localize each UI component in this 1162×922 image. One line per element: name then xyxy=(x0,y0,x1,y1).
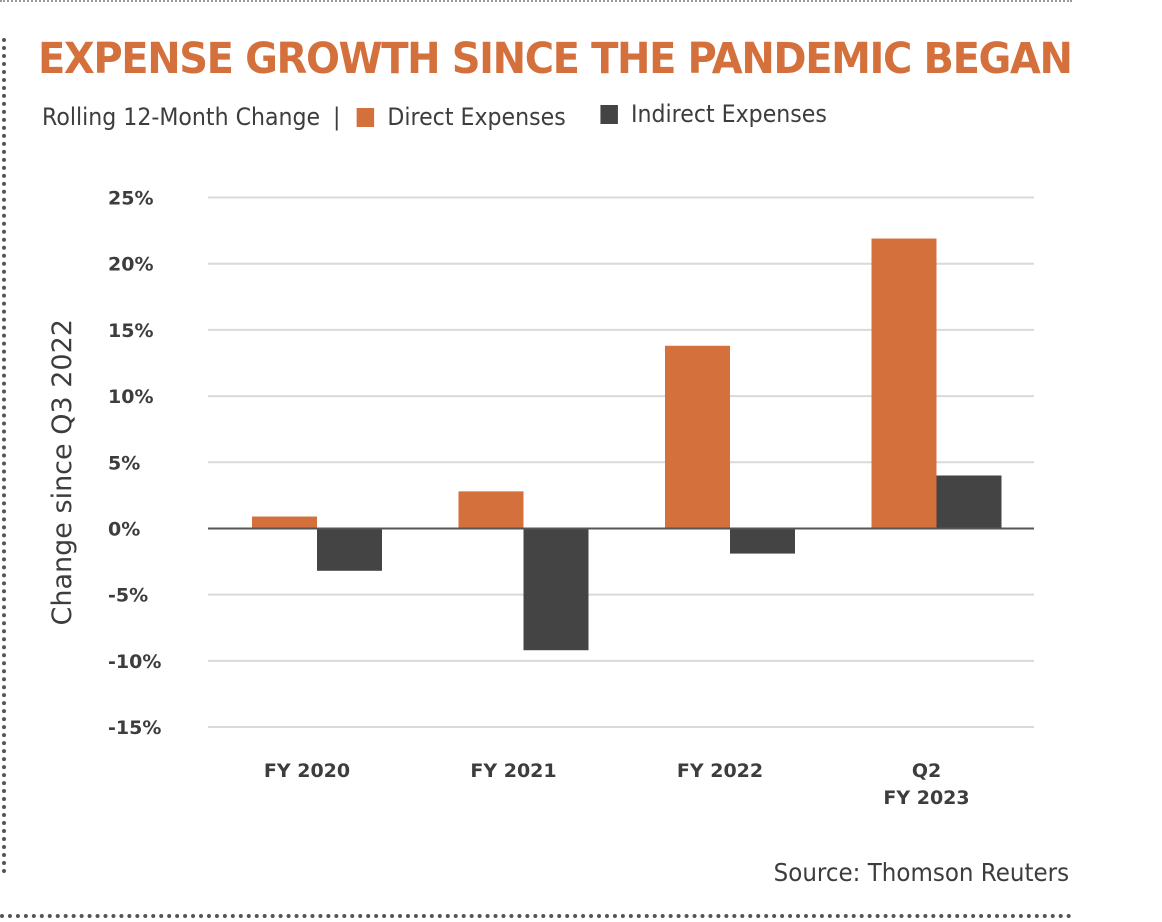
y-tick-label: 0% xyxy=(108,518,140,540)
y-tick-label: 20% xyxy=(108,254,153,276)
y-tick-label: 25% xyxy=(108,188,153,210)
y-axis-ticks: 25% 20% 15% 10% 5% 0% -5% -10% -15% xyxy=(108,188,161,740)
subtitle-legend-row: Rolling 12-Month Change | Direct Expense… xyxy=(42,100,862,134)
x-axis-categories: FY 2020 FY 2021 FY 2022 Q2 FY 2023 xyxy=(264,760,970,809)
y-tick-label: -10% xyxy=(108,651,161,673)
bar-direct-3 xyxy=(871,238,937,529)
legend-item-direct: Direct Expenses xyxy=(356,103,566,131)
bar-direct-2 xyxy=(665,345,730,529)
y-tick-label: 10% xyxy=(108,386,153,408)
x-category-label: FY 2022 xyxy=(677,760,763,782)
legend-item-indirect: Indirect Expenses xyxy=(600,100,827,128)
chart-title: EXPENSE GROWTH SINCE THE PANDEMIC BEGAN xyxy=(38,34,1073,84)
bars xyxy=(252,238,1002,651)
y-tick-label: 15% xyxy=(108,320,153,342)
legend-swatch-indirect xyxy=(600,104,619,124)
bar-direct-1 xyxy=(458,491,524,529)
bar-direct-0 xyxy=(252,516,317,529)
legend-label-indirect: Indirect Expenses xyxy=(631,100,827,128)
subtitle-separator: | xyxy=(332,103,341,131)
y-tick-label: -15% xyxy=(108,717,161,739)
x-category-label: FY 2020 xyxy=(264,760,350,782)
chart-subtitle: Rolling 12-Month Change xyxy=(42,103,321,131)
y-tick-label: -5% xyxy=(108,585,148,607)
left-dotted-border xyxy=(2,38,10,874)
legend-swatch-direct xyxy=(356,107,375,127)
y-axis-label: Change since Q3 2022 xyxy=(47,319,78,625)
x-category-label: FY 2023 xyxy=(883,787,969,809)
bottom-dotted-border xyxy=(0,914,1072,918)
bar-indirect-3 xyxy=(936,475,1002,529)
bar-indirect-1 xyxy=(523,528,589,651)
x-category-label: FY 2021 xyxy=(470,760,556,782)
source-note: Source: Thomson Reuters xyxy=(773,858,1069,887)
bar-indirect-0 xyxy=(317,528,382,571)
legend-label-direct: Direct Expenses xyxy=(387,103,566,131)
y-tick-label: 5% xyxy=(108,452,140,474)
x-category-label: Q2 xyxy=(912,760,941,782)
bar-indirect-2 xyxy=(730,528,795,554)
top-dotted-border xyxy=(0,0,1072,6)
bar-chart: 25%20%15%10%5%0%-5%-10%-15% FY 2020 FY 20… xyxy=(47,188,1034,809)
